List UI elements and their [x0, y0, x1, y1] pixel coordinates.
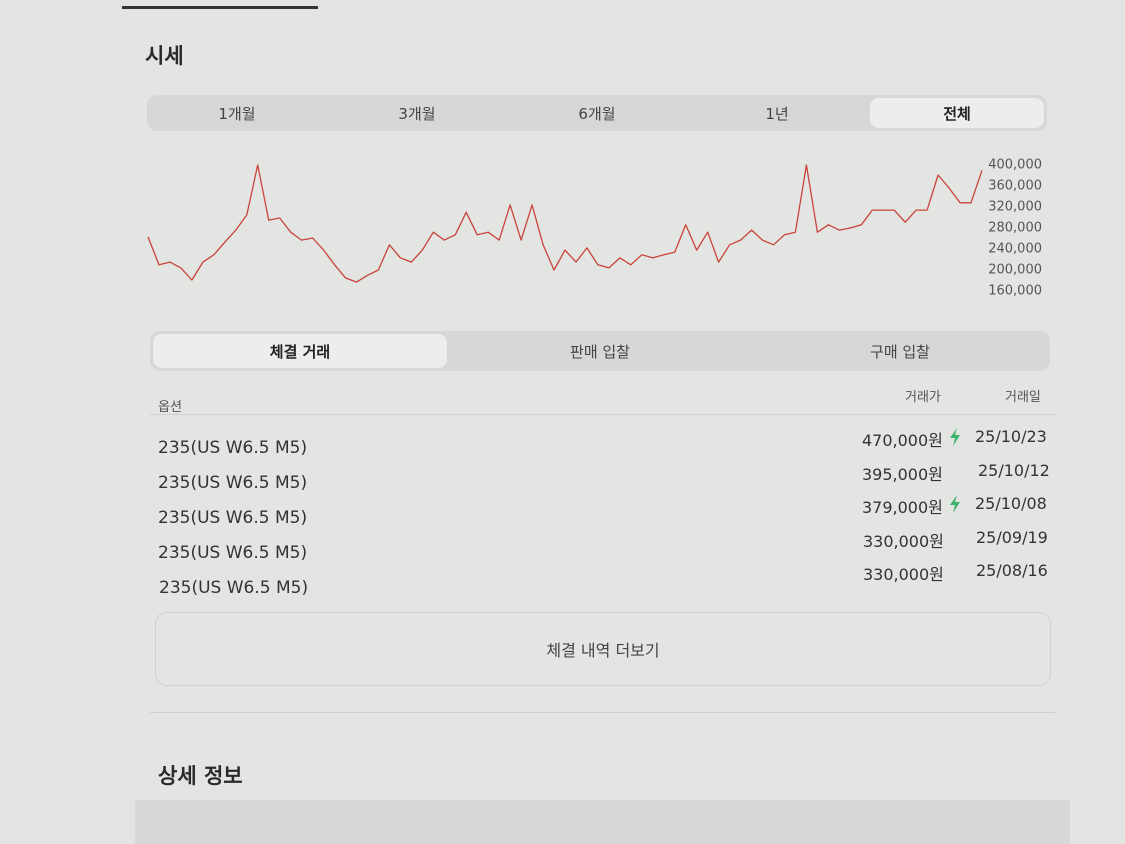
price: 330,000원: [863, 532, 944, 551]
y-tick-label: 200,000: [988, 263, 1042, 278]
y-tick-label: 400,000: [988, 158, 1042, 173]
y-tick-label: 280,000: [988, 221, 1042, 236]
period-tab[interactable]: 전체: [870, 98, 1044, 128]
period-tab[interactable]: 6개월: [578, 104, 616, 123]
trade-tabs: 체결 거래 판매 입찰 구매 입찰: [150, 331, 1050, 371]
option: 235(US W6.5 M5): [158, 438, 308, 458]
y-tick-label: 320,000: [988, 200, 1042, 215]
period-tab[interactable]: 1년: [765, 104, 789, 123]
fast-icon: [950, 428, 960, 446]
date: 25/10/08: [975, 494, 1047, 513]
date: 25/08/16: [976, 561, 1048, 580]
period-tabs: 1개월 3개월 6개월 1년 전체: [147, 95, 1047, 131]
date: 25/09/19: [976, 528, 1048, 547]
date: 25/10/23: [975, 427, 1047, 446]
option: 235(US W6.5 M5): [158, 508, 308, 528]
detail-box: [135, 800, 1070, 844]
y-tick-label: 360,000: [988, 179, 1042, 194]
column-header: 거래일: [1005, 390, 1041, 405]
price: 330,000원: [863, 565, 944, 584]
more-button[interactable]: 체결 내역 더보기: [155, 612, 1051, 686]
column-header: 옵션: [158, 400, 182, 415]
top-indicator: [122, 6, 318, 9]
section-title: 상세 정보: [158, 764, 243, 788]
period-tab[interactable]: 3개월: [398, 104, 436, 123]
trade-tab[interactable]: 체결 거래: [153, 334, 447, 368]
price: 379,000원: [862, 498, 943, 517]
price: 470,000원: [862, 431, 943, 450]
option: 235(US W6.5 M5): [159, 578, 309, 598]
option: 235(US W6.5 M5): [158, 473, 308, 493]
period-tab[interactable]: 1개월: [218, 104, 256, 123]
option: 235(US W6.5 M5): [158, 543, 308, 563]
section-title: 시세: [145, 44, 184, 68]
divider: [150, 712, 1055, 713]
divider: [150, 414, 1055, 415]
trade-tab[interactable]: 구매 입찰: [870, 342, 930, 361]
price-chart: 400,000 360,000 320,000 280,000 240,000 200,0…: [147, 158, 1042, 299]
price: 395,000원: [862, 465, 943, 484]
price-line: [147, 164, 983, 283]
fast-icon: [950, 495, 960, 513]
column-header: 거래가: [905, 390, 941, 405]
y-tick-label: 240,000: [988, 242, 1042, 257]
date: 25/10/12: [978, 461, 1050, 480]
trade-tab[interactable]: 판매 입찰: [570, 342, 630, 361]
y-tick-label: 160,000: [988, 284, 1042, 299]
